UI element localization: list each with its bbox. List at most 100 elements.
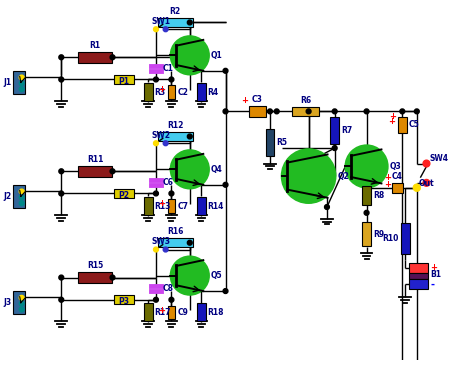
Text: R18: R18: [207, 308, 224, 317]
Circle shape: [59, 55, 64, 60]
Circle shape: [345, 145, 388, 188]
Text: R9: R9: [373, 230, 384, 239]
Circle shape: [110, 55, 115, 60]
Text: +: +: [430, 264, 437, 272]
Text: +: +: [384, 173, 391, 182]
Circle shape: [364, 109, 369, 114]
Text: Q5: Q5: [211, 271, 223, 280]
Circle shape: [59, 191, 64, 196]
Text: R10: R10: [382, 234, 399, 243]
Circle shape: [153, 77, 158, 82]
Circle shape: [19, 301, 24, 306]
Bar: [114, 75, 134, 84]
Text: R16: R16: [167, 227, 184, 237]
Text: R3: R3: [154, 88, 166, 97]
Circle shape: [400, 109, 405, 114]
Text: B1: B1: [430, 270, 441, 279]
Text: Q2: Q2: [338, 172, 349, 181]
Text: C5: C5: [409, 120, 419, 130]
Circle shape: [59, 77, 64, 82]
Circle shape: [364, 210, 369, 215]
Circle shape: [153, 27, 158, 32]
Circle shape: [274, 109, 279, 114]
Circle shape: [171, 256, 209, 295]
Circle shape: [110, 275, 115, 280]
Text: P1: P1: [119, 77, 130, 86]
Text: C7: C7: [177, 201, 188, 211]
Text: SW2: SW2: [151, 131, 170, 140]
Text: +: +: [158, 199, 165, 208]
Circle shape: [19, 307, 24, 312]
Circle shape: [153, 141, 158, 146]
Circle shape: [19, 189, 24, 194]
Text: R13: R13: [154, 201, 171, 211]
Text: J2: J2: [3, 192, 11, 201]
Bar: [249, 106, 266, 117]
Text: R7: R7: [341, 126, 352, 135]
Circle shape: [19, 87, 24, 92]
Circle shape: [19, 195, 24, 200]
Bar: [144, 197, 153, 215]
Circle shape: [223, 109, 228, 114]
Text: P2: P2: [119, 191, 130, 200]
Text: -: -: [430, 279, 434, 289]
Circle shape: [110, 169, 115, 174]
Bar: [409, 273, 428, 280]
Text: SW4: SW4: [429, 154, 448, 163]
Text: Q1: Q1: [211, 51, 223, 60]
Circle shape: [414, 185, 419, 190]
Text: +: +: [158, 306, 165, 315]
Text: Out: Out: [419, 179, 434, 188]
Text: Q4: Q4: [211, 165, 223, 174]
Circle shape: [223, 182, 228, 187]
Text: R1: R1: [90, 41, 101, 50]
Bar: [114, 189, 134, 198]
Bar: [197, 303, 206, 322]
Text: +: +: [241, 96, 248, 105]
Text: SW3: SW3: [151, 237, 170, 246]
Bar: [167, 85, 176, 99]
Circle shape: [223, 289, 228, 293]
Circle shape: [163, 247, 168, 252]
Circle shape: [171, 36, 209, 75]
Circle shape: [332, 109, 337, 114]
Bar: [409, 263, 428, 273]
Text: R15: R15: [87, 261, 103, 270]
Text: R5: R5: [276, 138, 287, 147]
Bar: [158, 18, 193, 27]
Circle shape: [332, 146, 337, 150]
Bar: [292, 107, 319, 116]
Bar: [13, 185, 25, 208]
Circle shape: [306, 109, 311, 114]
Circle shape: [268, 109, 272, 114]
Text: C3: C3: [252, 95, 263, 104]
Circle shape: [169, 191, 174, 196]
Text: C6: C6: [163, 178, 174, 187]
Text: C9: C9: [177, 308, 188, 317]
Bar: [197, 197, 206, 215]
Bar: [197, 83, 206, 101]
Text: P3: P3: [119, 297, 130, 306]
Text: SW1: SW1: [151, 17, 170, 26]
Text: R17: R17: [154, 308, 171, 317]
Bar: [330, 117, 339, 144]
Text: C2: C2: [177, 88, 188, 97]
Text: R12: R12: [167, 121, 184, 130]
Text: C1: C1: [163, 64, 174, 73]
Circle shape: [423, 160, 430, 167]
Circle shape: [282, 149, 336, 203]
Circle shape: [187, 134, 192, 139]
Bar: [78, 272, 112, 283]
Bar: [158, 132, 193, 141]
Bar: [144, 303, 153, 322]
Circle shape: [19, 75, 24, 80]
Text: R11: R11: [87, 155, 104, 164]
Circle shape: [153, 247, 158, 252]
Bar: [409, 280, 428, 289]
Bar: [401, 223, 410, 254]
Circle shape: [171, 150, 209, 189]
Text: R8: R8: [373, 191, 384, 200]
Circle shape: [423, 180, 430, 186]
Circle shape: [187, 240, 192, 245]
Text: +: +: [390, 112, 396, 121]
